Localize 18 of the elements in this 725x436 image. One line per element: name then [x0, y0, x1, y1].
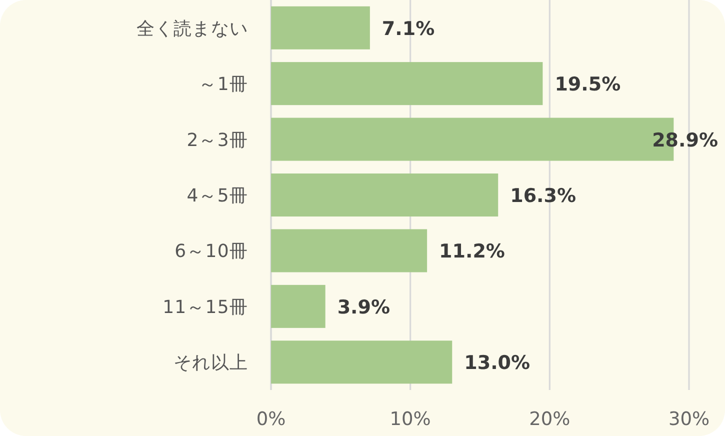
y-tick-label: ～1冊	[198, 74, 248, 96]
data-label: 11.2%	[439, 240, 505, 263]
data-label: 7.1%	[382, 18, 435, 40]
data-label: 3.9%	[337, 296, 390, 318]
y-tick-label: 2～3冊	[186, 130, 248, 151]
data-label: 13.0%	[464, 352, 530, 374]
x-tick-label: 20%	[529, 409, 570, 430]
y-tick-label: 全く読まない	[136, 18, 248, 40]
x-tick-label: 30%	[668, 409, 710, 430]
y-tick-label: それ以上	[174, 352, 248, 374]
x-tick-label: 10%	[390, 409, 431, 430]
y-tick-label: 6～10冊	[174, 241, 248, 262]
data-label: 19.5%	[554, 74, 621, 96]
data-label: 16.3%	[510, 185, 576, 207]
y-tick-label: 4～5冊	[186, 186, 248, 206]
y-tick-label: 11～15冊	[162, 296, 248, 318]
x-tick-label: 0%	[256, 409, 286, 430]
data-label: 28.9%	[652, 129, 718, 152]
